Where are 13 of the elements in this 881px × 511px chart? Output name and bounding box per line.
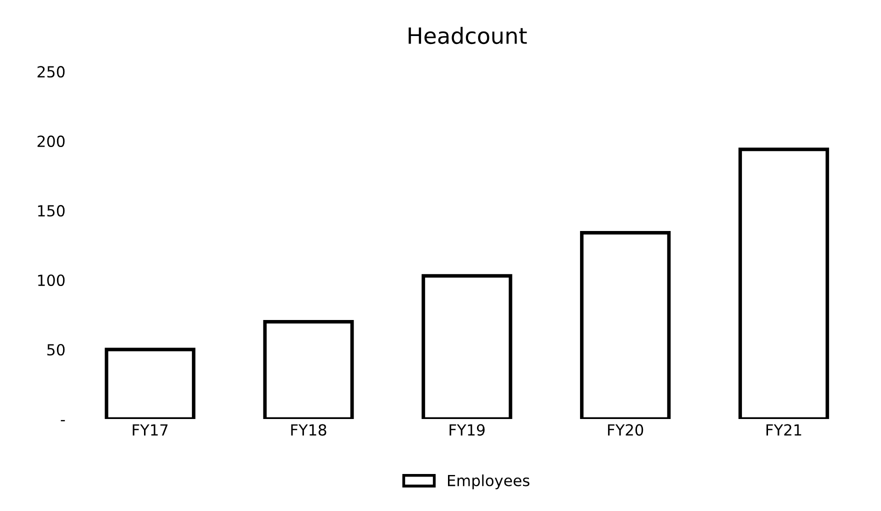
chart-title: Headcount — [408, 26, 527, 44]
y-tick-label: - — [60, 420, 65, 422]
x-tick-label: FY18 — [291, 424, 326, 436]
y-tick-label: 200 — [38, 136, 65, 148]
y-tick-label: 150 — [38, 204, 65, 217]
y-tick-label: 100 — [38, 274, 65, 286]
y-tick-label: 250 — [38, 66, 65, 78]
x-tick-label: FY17 — [132, 424, 168, 436]
legend-label: Employees — [448, 474, 530, 490]
y-tick-label: 50 — [47, 344, 65, 356]
x-tick-label: FY20 — [608, 424, 644, 436]
x-tick-label: FY21 — [766, 424, 802, 436]
x-tick-label: FY19 — [450, 424, 485, 436]
